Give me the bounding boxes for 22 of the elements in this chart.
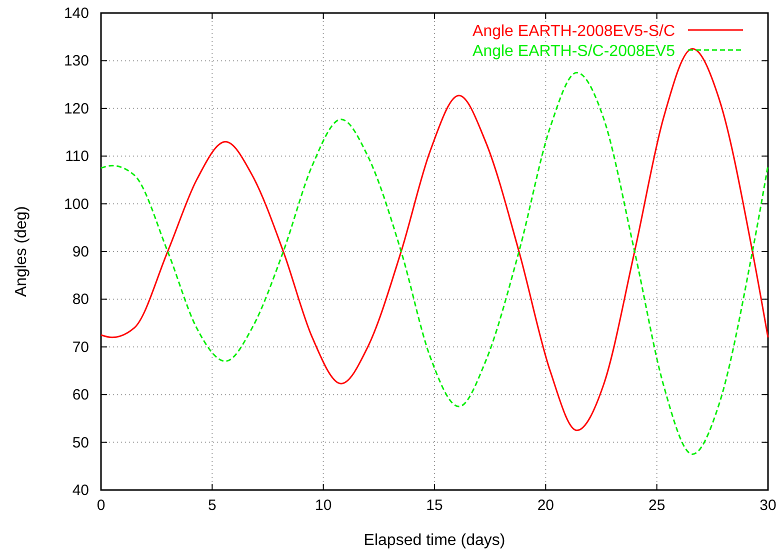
x-tick-label: 20 [537,497,554,514]
legend-label: Angle EARTH-S/C-2008EV5 [472,43,676,60]
x-tick-label: 5 [208,497,216,514]
y-tick-label: 80 [72,291,89,308]
y-tick-label: 50 [72,434,89,452]
y-tick-label: 90 [72,244,89,260]
x-tick-label: 15 [426,497,443,514]
x-tick-label: 30 [760,497,776,514]
y-tick-label: 40 [72,482,89,499]
x-tick-label: 10 [314,497,332,514]
y-tick-label: 130 [64,52,89,70]
x-tick-label: 0 [96,497,106,514]
x-tick-label: 25 [648,497,666,514]
y-tick-label: 100 [64,196,89,213]
y-axis-title: Angles (deg) [13,206,30,297]
y-tick-label: 70 [72,338,89,356]
y-tick-label: 140 [64,5,89,22]
legend-label: Angle EARTH-2008EV5-S/C [472,23,675,40]
x-axis-title: Elapsed time (days) [364,532,506,549]
y-tick-label: 110 [65,148,89,166]
y-tick-label: 60 [72,386,89,404]
y-tick-label: 120 [64,100,89,118]
